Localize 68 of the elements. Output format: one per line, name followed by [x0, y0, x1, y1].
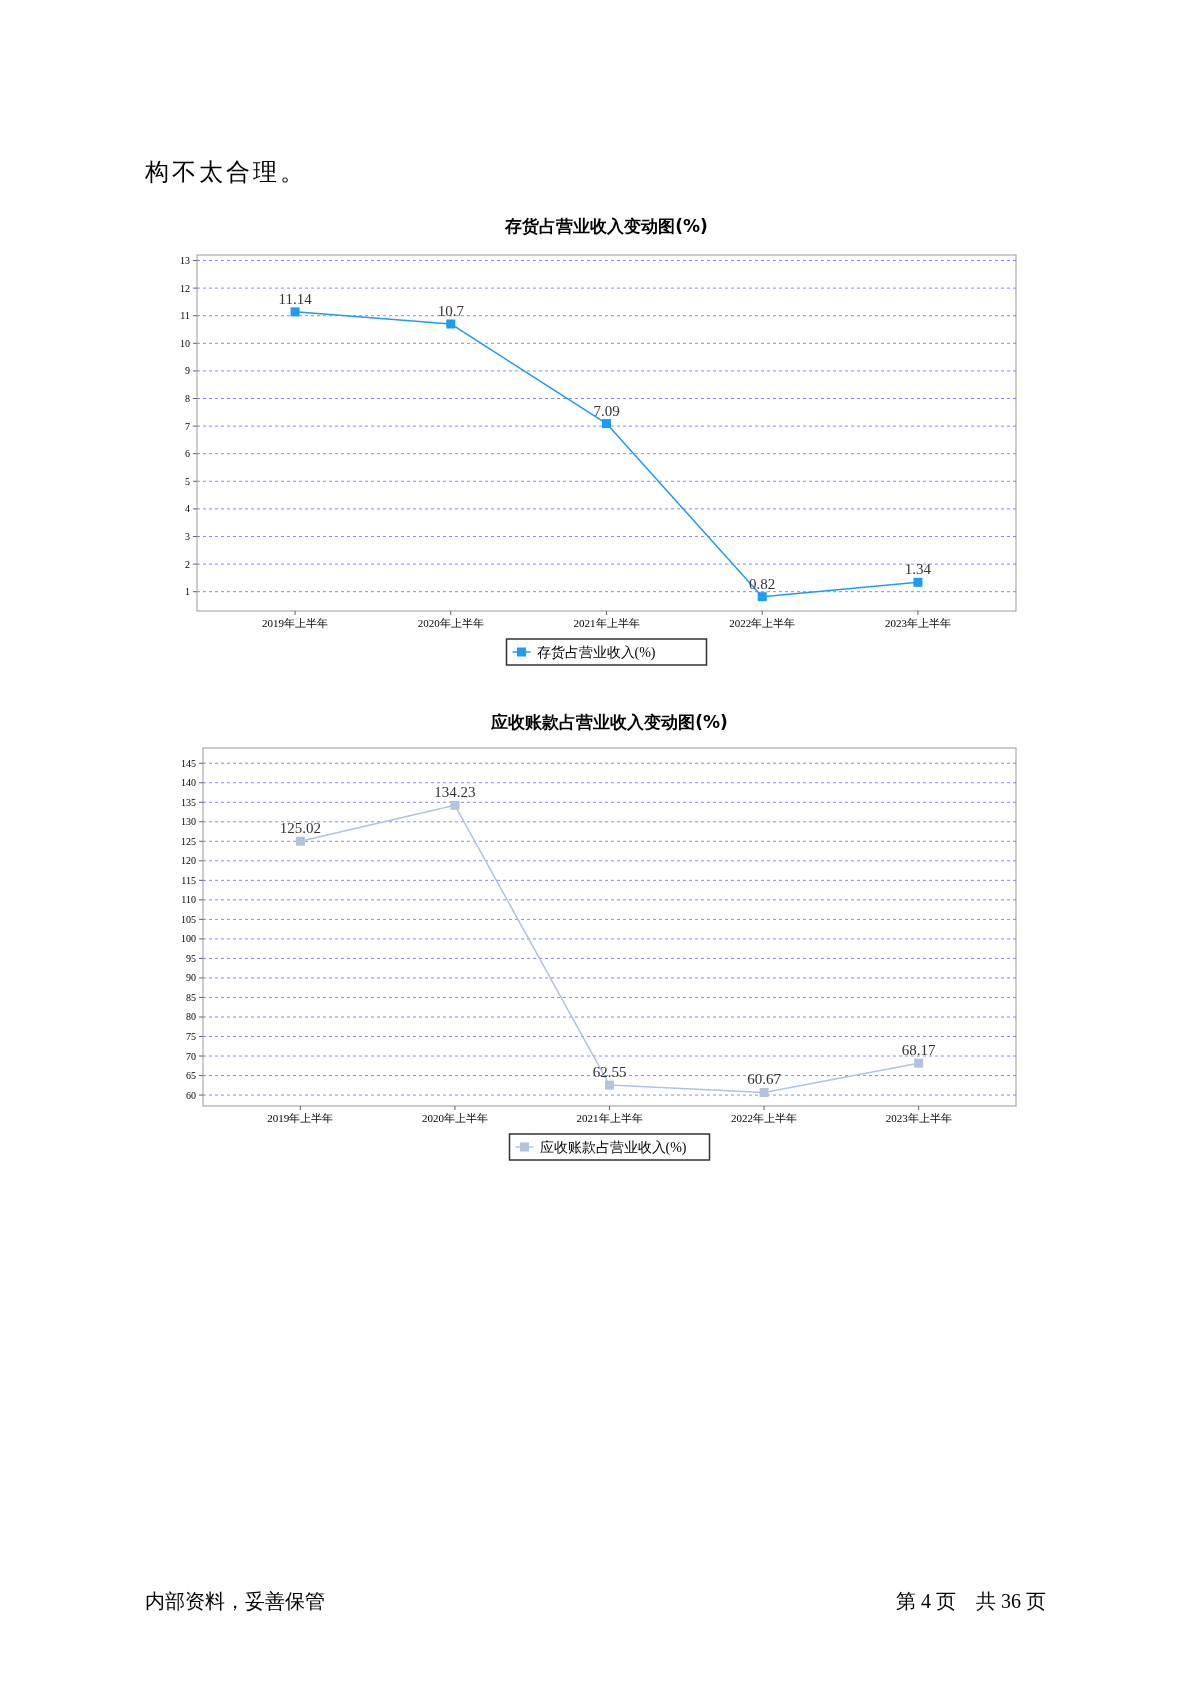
y-tick-label: 105 — [181, 913, 196, 925]
chart-title: 应收账款占营业收入变动图(%) — [490, 712, 728, 732]
point — [290, 307, 300, 317]
legend-label: 存货占营业收入(%) — [536, 644, 656, 661]
y-tick-label: 6 — [185, 448, 190, 460]
x-tick-label: 2021年上半年 — [576, 1112, 643, 1124]
y-tick-label: 145 — [181, 757, 196, 769]
text: 第 4 页 共 36 页 — [896, 1590, 1046, 1612]
y-tick-label: 110 — [181, 894, 196, 906]
y-tick-label: 135 — [181, 796, 196, 808]
y-tick-label: 85 — [186, 991, 196, 1003]
y-tick-label: 5 — [185, 475, 190, 487]
y-tick-label: 75 — [186, 1031, 196, 1043]
x-tick-label: 2019年上半年 — [262, 617, 329, 629]
y-tick-label: 4 — [185, 503, 190, 515]
x-tick-label: 2021年上半年 — [573, 617, 640, 629]
point — [757, 592, 767, 602]
x-tick-label: 2020年上半年 — [421, 1112, 488, 1124]
y-tick-label: 2 — [185, 558, 190, 570]
point — [759, 1087, 769, 1097]
y-tick-label: 115 — [181, 874, 196, 886]
text: 构不太合理。 — [144, 159, 307, 185]
y-tick-label: 140 — [181, 777, 196, 789]
point — [602, 419, 611, 429]
point — [450, 800, 460, 810]
x-tick-label: 2020年上半年 — [417, 617, 484, 629]
y-tick-label: 130 — [181, 816, 196, 828]
x-tick-label: 2022年上半年 — [731, 1112, 798, 1124]
y-tick-label: 12 — [180, 282, 190, 294]
data-label: 0.82 — [749, 575, 776, 592]
y-tick-label: 100 — [181, 933, 196, 945]
point — [446, 319, 456, 329]
data-label: 134.23 — [434, 784, 476, 801]
y-tick-label: 13 — [180, 255, 190, 267]
y-tick-label: 9 — [185, 365, 190, 377]
data-label: 62.55 — [592, 1064, 627, 1081]
point — [605, 1080, 614, 1090]
text: 内部资料，妥善保管 — [145, 1590, 325, 1612]
data-label: 1.34 — [904, 561, 932, 578]
data-label: 125.02 — [279, 820, 321, 837]
data-label: 68.17 — [901, 1042, 936, 1059]
chart-title: 存货占营业收入变动图(%) — [504, 216, 708, 236]
y-tick-label: 70 — [186, 1050, 196, 1062]
y-tick-label: 3 — [185, 530, 190, 542]
y-tick-label: 8 — [185, 393, 190, 404]
data-label: 11.14 — [278, 290, 313, 307]
y-tick-label: 1 — [185, 586, 190, 598]
data-label: 10.7 — [437, 302, 465, 319]
y-tick-label: 90 — [186, 972, 196, 984]
x-tick-label: 2023年上半年 — [885, 1112, 952, 1124]
data-label: 7.09 — [593, 402, 620, 419]
legend-label: 应收账款占营业收入(%) — [539, 1139, 687, 1156]
x-tick-label: 2022年上半年 — [729, 617, 796, 629]
y-tick-label: 125 — [181, 835, 196, 847]
y-tick-label: 95 — [186, 952, 196, 964]
y-tick-label: 65 — [186, 1070, 196, 1082]
y-tick-label: 60 — [186, 1089, 196, 1101]
point — [913, 577, 923, 587]
y-tick-label: 80 — [186, 1011, 196, 1023]
y-tick-label: 10 — [180, 337, 190, 349]
y-tick-label: 120 — [181, 855, 196, 867]
x-tick-label: 2023年上半年 — [884, 617, 951, 629]
point — [295, 836, 305, 846]
data-label: 60.67 — [747, 1071, 782, 1088]
point — [914, 1058, 924, 1068]
y-tick-label: 11 — [180, 310, 190, 322]
x-tick-label: 2019年上半年 — [267, 1112, 334, 1124]
y-tick-label: 7 — [185, 420, 190, 432]
